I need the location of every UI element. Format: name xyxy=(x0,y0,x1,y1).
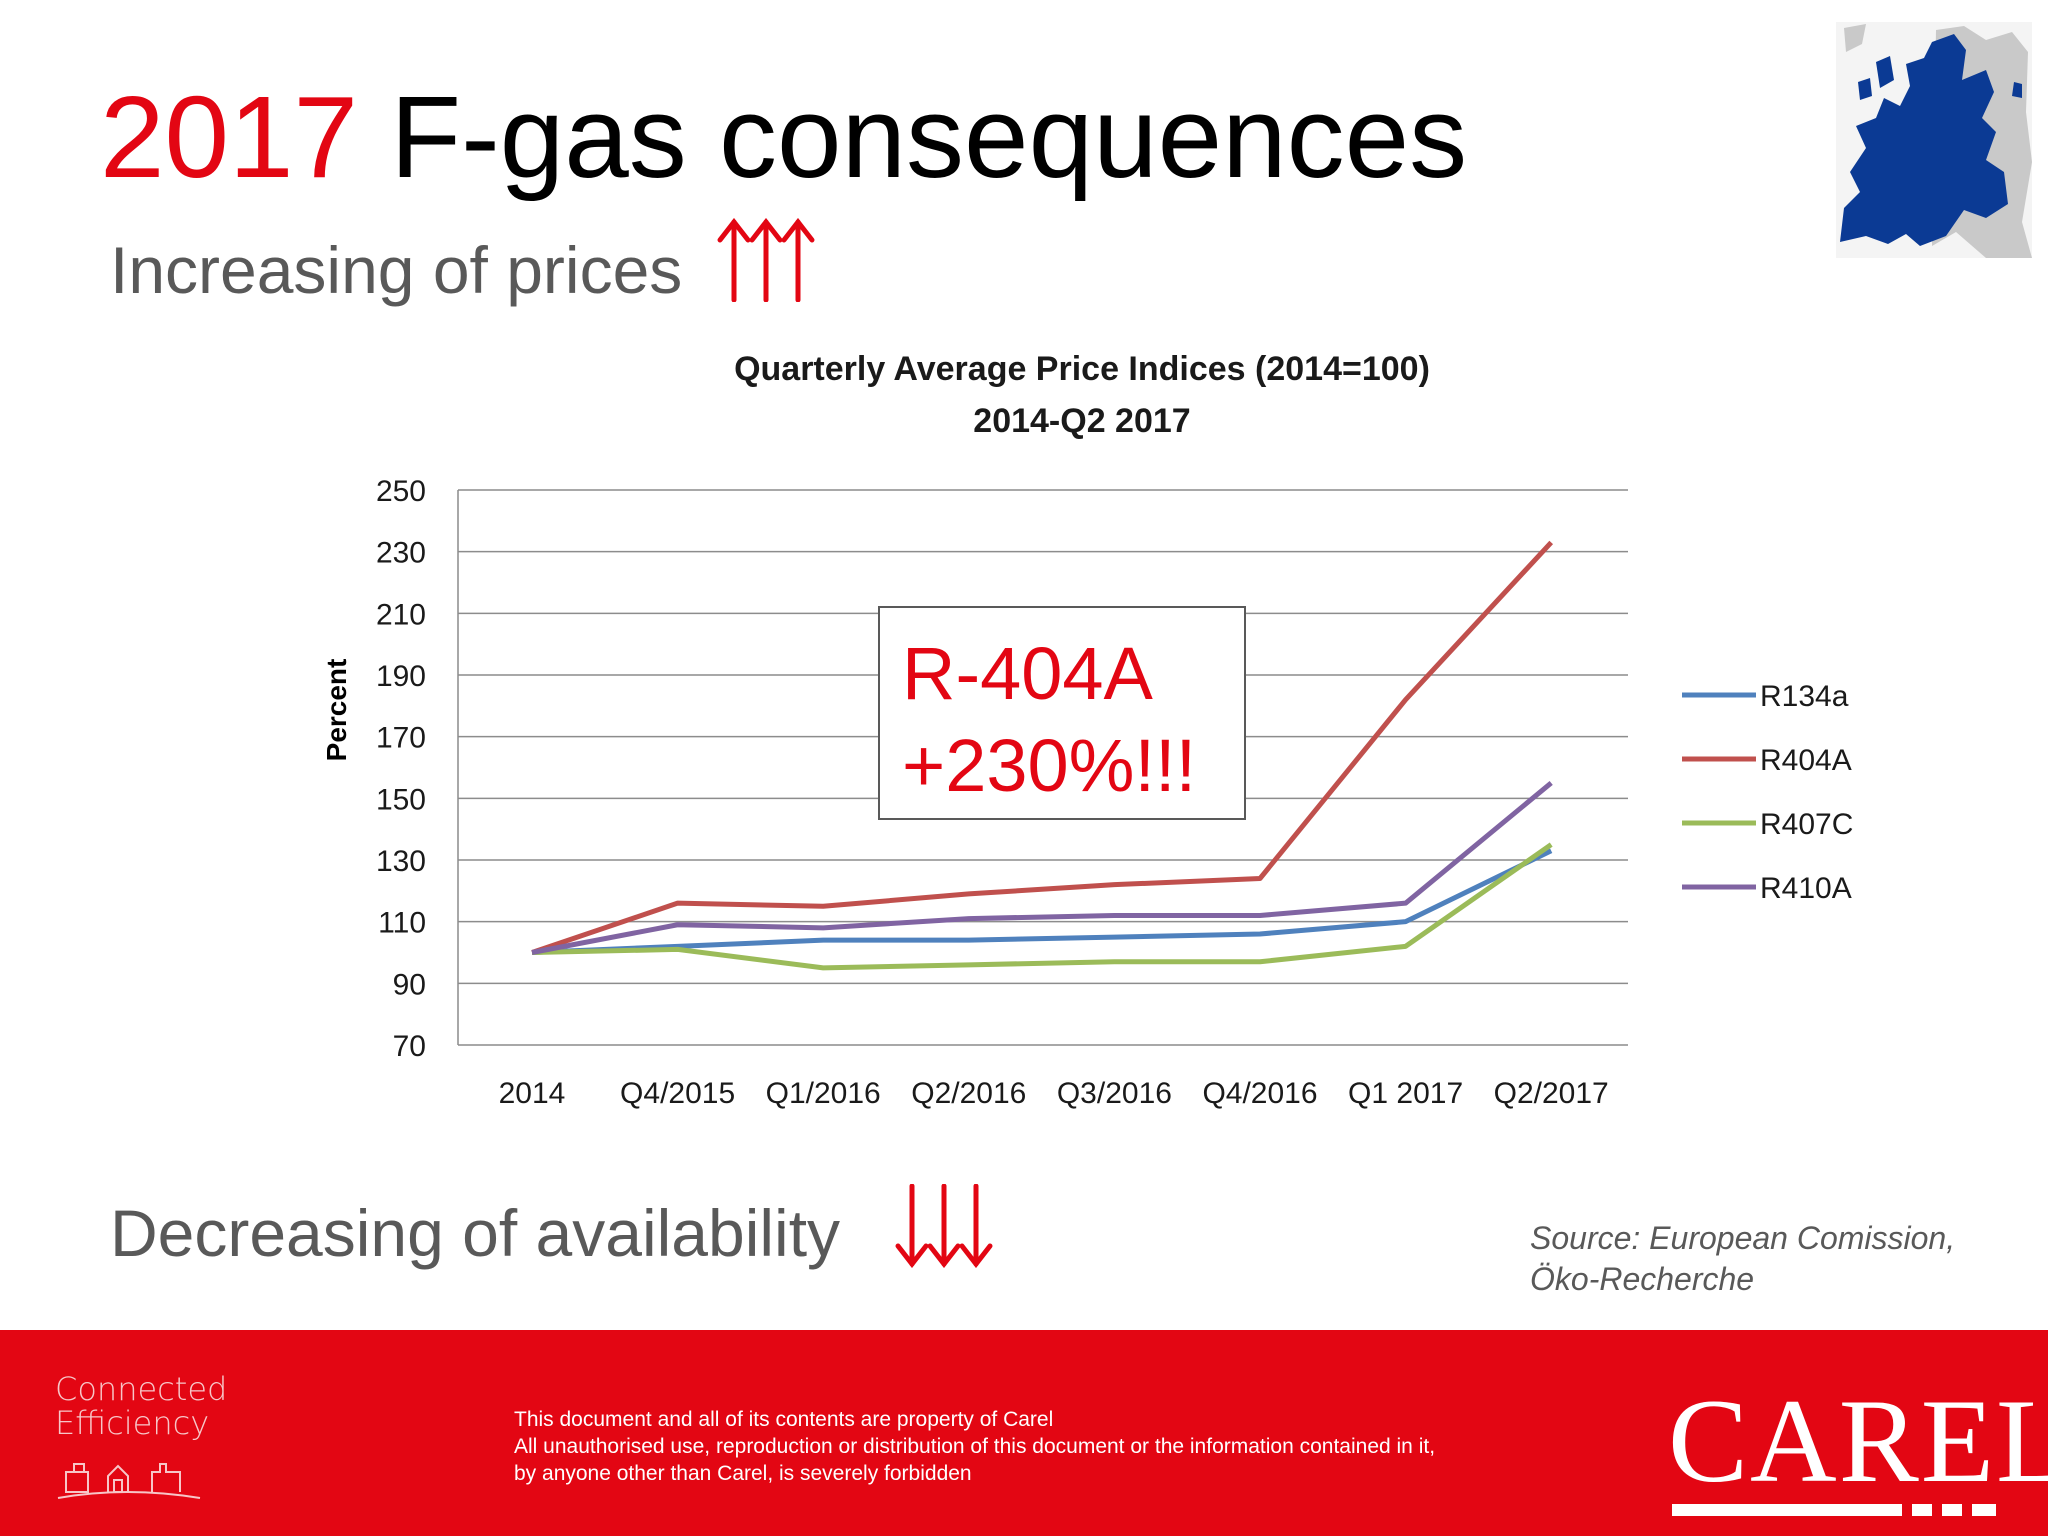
footer-bar: Connected Efficiency This document and a… xyxy=(0,1330,2048,1536)
legend-label: R134a xyxy=(1760,680,1849,713)
x-tick-label: Q1/2016 xyxy=(766,1077,881,1110)
tagline-line1: Connected xyxy=(55,1370,228,1408)
callout-line1: R-404A xyxy=(902,632,1153,715)
x-tick-label: Q3/2016 xyxy=(1057,1077,1172,1110)
series-line-r410a xyxy=(531,780,1553,955)
legal-line2: All unauthorised use, reproduction or di… xyxy=(514,1435,1436,1458)
r404a-callout: R-404A +230%!!! xyxy=(878,606,1246,820)
y-axis-label: Percent xyxy=(321,659,352,762)
y-tick-label: 70 xyxy=(393,1030,426,1063)
y-tick-label: 210 xyxy=(376,598,426,631)
y-tick-label: 230 xyxy=(376,537,426,570)
title-text: F-gas consequences xyxy=(358,72,1468,202)
legal-line3: by anyone other than Carel, is severely … xyxy=(514,1462,972,1485)
chart-title: Quarterly Average Price Indices (2014=10… xyxy=(734,350,1430,388)
series-line-r134a xyxy=(531,848,1553,955)
source-note: Source: European Comission, Öko-Recherch… xyxy=(1530,1218,1955,1300)
carel-logo: CAREL xyxy=(1668,1374,2048,1507)
y-tick-label: 170 xyxy=(376,722,426,755)
legal-line1: This document and all of its contents ar… xyxy=(514,1408,1054,1431)
x-tick-label: Q2/2016 xyxy=(911,1077,1026,1110)
chart-grid xyxy=(457,489,1628,1046)
x-tick-label: Q2/2017 xyxy=(1494,1077,1609,1110)
title-year: 2017 xyxy=(100,72,359,202)
x-tick-labels: 2014 Q4/2015 Q1/2016 Q2/2016 Q3/2016 Q4/2016 Q… xyxy=(499,1077,1609,1110)
x-tick-label: Q4/2016 xyxy=(1202,1077,1317,1110)
callout-line2: +230%!!! xyxy=(902,724,1197,807)
y-tick-label: 130 xyxy=(376,845,426,878)
y-tick-label: 90 xyxy=(393,968,426,1001)
source-line1: Source: European Comission, xyxy=(1530,1220,1956,1256)
chart-series xyxy=(531,540,1554,971)
series-line-r407c xyxy=(531,842,1553,971)
y-tick-label: 250 xyxy=(376,475,426,508)
x-tick-label: Q4/2015 xyxy=(620,1077,735,1110)
eu-map-icon xyxy=(1836,22,2032,258)
x-tick-label: Q1 2017 xyxy=(1348,1077,1463,1110)
legend-label: R407C xyxy=(1760,808,1853,841)
tagline-line2: Efficiency xyxy=(55,1404,210,1442)
series-line-r404a xyxy=(531,540,1554,955)
y-tick-label: 110 xyxy=(378,907,426,940)
slide-title: 2017 F-gas consequences xyxy=(100,70,1467,204)
up-arrows-icon xyxy=(717,218,815,302)
prices-subtitle: Increasing of prices xyxy=(110,233,683,307)
logo-underline-icon xyxy=(1672,1504,1996,1516)
chart-legend: R134a R404A R407C R410A xyxy=(1682,680,1853,905)
source-line2: Öko-Recherche xyxy=(1530,1261,1755,1297)
down-arrows-icon xyxy=(895,1184,993,1268)
legend-label: R410A xyxy=(1760,872,1852,905)
availability-subtitle: Decreasing of availability xyxy=(110,1196,841,1270)
buildings-icon xyxy=(57,1463,201,1499)
tagline: Connected Efficiency xyxy=(55,1372,227,1440)
y-tick-labels: 70 90 110 130 150 170 190 210 230 250 xyxy=(376,475,426,1063)
y-tick-label: 150 xyxy=(376,783,426,816)
x-tick-label: 2014 xyxy=(499,1077,566,1110)
legal-notice: This document and all of its contents ar… xyxy=(514,1406,1435,1487)
chart-subtitle: 2014-Q2 2017 xyxy=(973,402,1190,440)
y-tick-label: 190 xyxy=(376,660,426,693)
legend-label: R404A xyxy=(1760,744,1852,777)
